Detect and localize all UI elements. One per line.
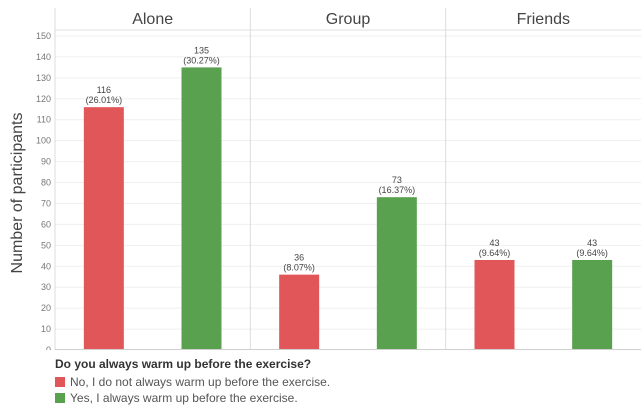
data-label-percent: (9.64%) [576,248,608,258]
data-label-value: 36 [294,253,304,263]
bar-alone-no [83,107,124,350]
y-tick-label: 70 [41,198,51,208]
data-label-value: 116 [97,85,111,95]
data-label-percent: (16.37%) [379,185,416,195]
legend: Do you always warm up before the exercis… [55,357,615,406]
y-axis-label: Number of participants [9,113,26,274]
y-tick-label: 130 [36,73,51,83]
y-tick-label: 30 [41,282,51,292]
data-label-value: 43 [489,238,499,248]
y-tick-label: 140 [36,52,51,62]
data-label-percent: (8.07%) [283,263,315,273]
panel-title-friends: Friends [517,11,570,28]
bar-group-no [279,274,320,350]
legend-swatch-yes [55,393,65,403]
data-label-value: 135 [194,45,209,55]
y-tick-label: 60 [41,219,51,229]
y-tick-label: 20 [41,303,51,313]
y-tick-label: 10 [41,324,51,334]
legend-item-yes[interactable]: Yes, I always warm up before the exercis… [55,390,615,406]
y-tick-label: 0 [46,345,51,350]
bar-friends-no [474,259,515,350]
data-label-value: 73 [392,175,402,185]
legend-item-no[interactable]: No, I do not always warm up before the e… [55,374,615,390]
y-tick-label: 40 [41,261,51,271]
legend-swatch-no [55,377,65,387]
y-tick-label: 50 [41,240,51,250]
y-tick-label: 150 [36,31,51,41]
panel-title-alone: Alone [132,11,173,28]
bar-alone-yes [181,67,222,351]
y-tick-label: 100 [36,136,51,146]
data-label-percent: (30.27%) [183,55,220,65]
legend-title: Do you always warm up before the exercis… [55,357,312,371]
legend-label-no: No, I do not always warm up before the e… [70,375,331,389]
panel-title-group: Group [326,11,371,28]
bar-friends-yes [572,259,613,350]
legend-label-yes: Yes, I always warm up before the exercis… [70,391,298,405]
data-label-percent: (9.64%) [479,248,511,258]
data-label-percent: (26.01%) [86,95,123,105]
bar-group-yes [376,197,417,350]
y-tick-label: 80 [41,178,51,188]
data-label-value: 43 [587,238,597,248]
chart-svg: 0 10 20 30 40 50 60 70 80 90 100 110 120 130 140 150 Num… [9,8,641,355]
y-tick-label: 90 [41,157,51,167]
y-tick-label: 120 [36,94,51,104]
y-tick-label: 110 [37,115,51,125]
